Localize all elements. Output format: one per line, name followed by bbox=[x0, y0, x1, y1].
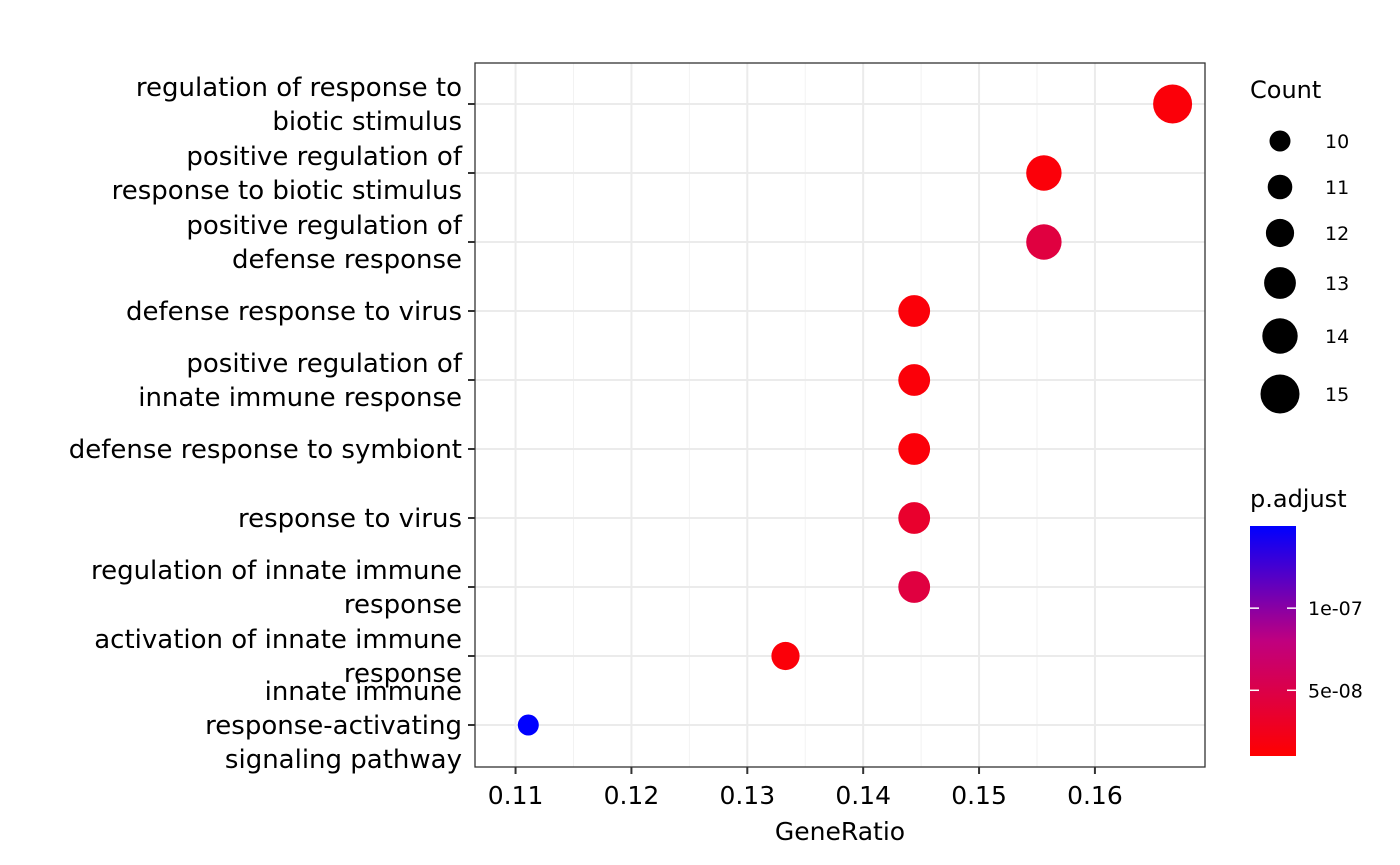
x-tick-label: 0.13 bbox=[719, 781, 775, 810]
x-tick-label: 0.11 bbox=[488, 781, 544, 810]
y-tick-label: positive regulation of innate immune resp… bbox=[138, 349, 463, 413]
data-point bbox=[1026, 155, 1062, 191]
data-point bbox=[1026, 224, 1062, 260]
data-point bbox=[771, 641, 800, 671]
color-legend-label: 5e-08 bbox=[1308, 680, 1363, 702]
data-point bbox=[898, 571, 931, 603]
y-tick-label-line: response bbox=[344, 590, 462, 620]
y-tick-label: positive regulation of response to biotic… bbox=[112, 142, 463, 206]
y-tick-label-line: positive regulation of bbox=[186, 349, 462, 379]
size-legend-keys: 10 11 12 13 14 15 bbox=[1260, 130, 1349, 414]
size-legend-key bbox=[1267, 174, 1293, 200]
y-tick-label-line: regulation of innate immune bbox=[91, 556, 462, 586]
x-tick-label: 0.12 bbox=[604, 781, 660, 810]
y-tick-label-line: positive regulation of bbox=[186, 211, 462, 241]
color-legend-title: p.adjust bbox=[1250, 485, 1347, 513]
size-legend-title: Count bbox=[1250, 76, 1321, 104]
data-point bbox=[1153, 84, 1193, 124]
x-axis: 0.11 0.12 0.13 0.14 0.15 0.16 bbox=[488, 767, 1123, 810]
grid bbox=[475, 63, 1205, 767]
plot-panel bbox=[474, 62, 1206, 768]
size-legend: Count 10 11 12 13 14 15 bbox=[1250, 76, 1349, 414]
y-tick-label-line: regulation of response to bbox=[136, 73, 462, 103]
size-legend-label: 15 bbox=[1325, 384, 1349, 406]
y-tick-label-line: response bbox=[344, 659, 462, 689]
y-tick-label-line: biotic stimulus bbox=[272, 107, 462, 137]
y-tick-label-line: defense response bbox=[232, 245, 462, 275]
color-legend: p.adjust 1e-07 5e-08 bbox=[1250, 485, 1363, 756]
size-legend-key bbox=[1265, 218, 1295, 248]
y-tick-label-line: response-activating bbox=[205, 711, 462, 741]
color-legend-label: 1e-07 bbox=[1308, 598, 1363, 620]
size-legend-key bbox=[1264, 267, 1296, 299]
panel-border bbox=[474, 62, 1206, 768]
y-tick-label: response to virus bbox=[238, 504, 462, 534]
color-legend-bar bbox=[1250, 526, 1296, 756]
y-tick-label: activation of innate immune response bbox=[94, 625, 462, 689]
data-point bbox=[517, 714, 539, 736]
data-point bbox=[898, 295, 931, 327]
size-legend-label: 12 bbox=[1325, 223, 1349, 245]
y-tick-label-line: activation of innate immune bbox=[94, 625, 462, 655]
y-tick-label-line: defense response to virus bbox=[126, 297, 462, 327]
y-tick-label-line: defense response to symbiont bbox=[69, 435, 462, 465]
size-legend-key bbox=[1260, 374, 1300, 414]
y-tick-label-line: response to virus bbox=[238, 504, 462, 534]
points bbox=[517, 84, 1193, 736]
data-point bbox=[898, 502, 931, 534]
y-tick-label: defense response to symbiont bbox=[69, 435, 462, 465]
y-tick-label-line: innate immune bbox=[265, 677, 462, 707]
size-legend-label: 14 bbox=[1325, 326, 1349, 348]
size-legend-key bbox=[1262, 318, 1298, 354]
x-tick-label: 0.15 bbox=[951, 781, 1007, 810]
x-tick-label: 0.16 bbox=[1067, 781, 1123, 810]
y-tick-label: innate immune response-activating signalin… bbox=[205, 677, 462, 775]
color-legend-ticks: 1e-07 5e-08 bbox=[1250, 598, 1363, 702]
y-tick-label-line: innate immune response bbox=[138, 383, 462, 413]
data-point bbox=[898, 433, 931, 465]
y-tick-label: positive regulation of defense response bbox=[186, 211, 462, 275]
y-tick-label: defense response to virus bbox=[126, 297, 462, 327]
size-legend-key bbox=[1269, 130, 1291, 152]
y-tick-label: regulation of response to biotic stimulus bbox=[136, 73, 462, 137]
panel-background bbox=[475, 63, 1205, 767]
data-point bbox=[898, 364, 931, 396]
size-legend-label: 10 bbox=[1325, 131, 1349, 153]
y-tick-label-line: response to biotic stimulus bbox=[112, 176, 462, 206]
y-tick-label: regulation of innate immune response bbox=[91, 556, 462, 620]
size-legend-label: 13 bbox=[1325, 273, 1349, 295]
x-tick-label: 0.14 bbox=[835, 781, 891, 810]
y-tick-label-line: positive regulation of bbox=[186, 142, 462, 172]
y-tick-label-line: signaling pathway bbox=[225, 745, 462, 775]
x-axis-title: GeneRatio bbox=[775, 817, 905, 846]
y-axis: regulation of response to biotic stimulus… bbox=[69, 73, 475, 775]
size-legend-label: 11 bbox=[1325, 177, 1349, 199]
